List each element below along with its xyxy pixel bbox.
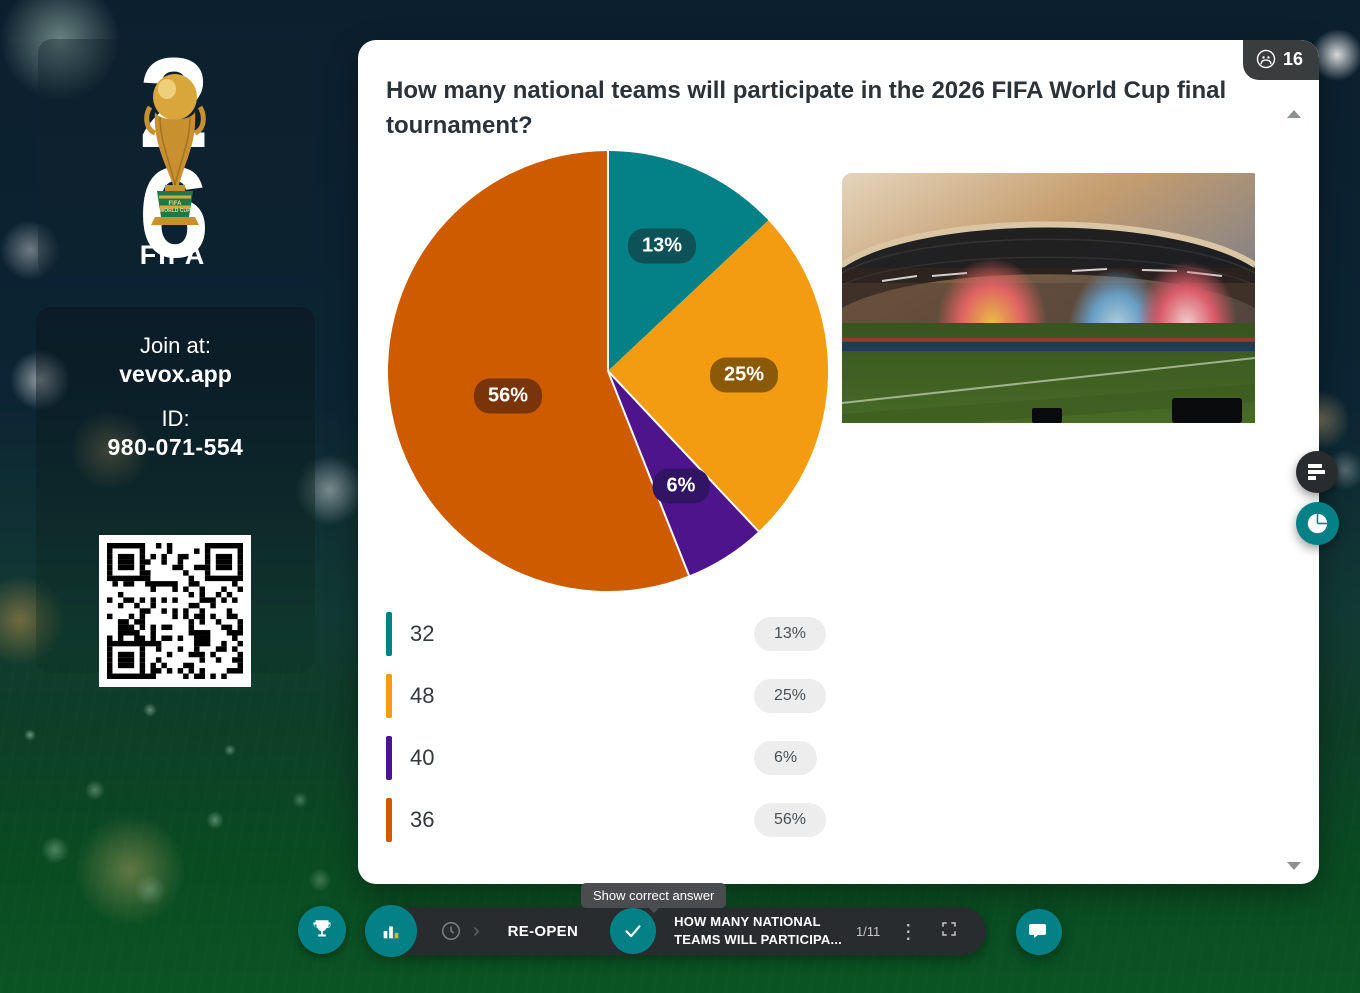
svg-text:WORLD CUP: WORLD CUP [160,208,191,214]
svg-text:FIFA: FIFA [140,240,207,270]
svg-text:FIFA: FIFA [169,201,183,207]
